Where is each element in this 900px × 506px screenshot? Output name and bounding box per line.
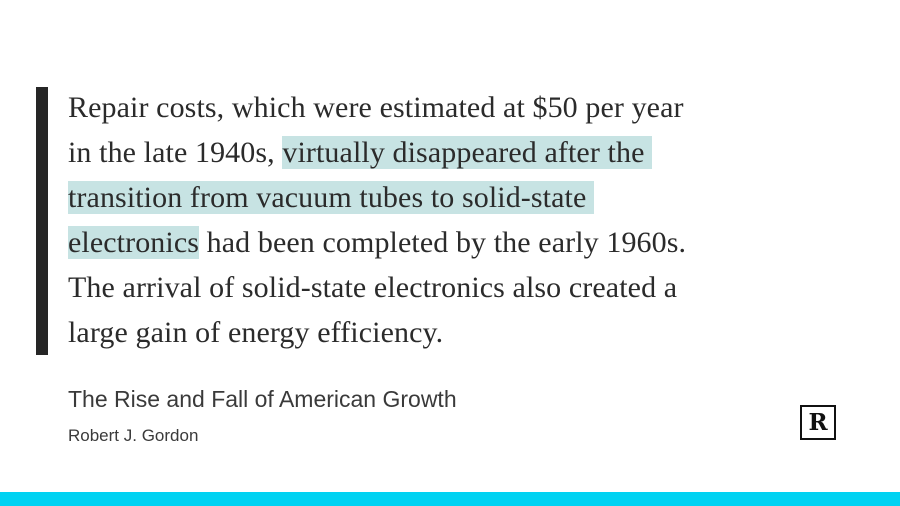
book-title: The Rise and Fall of American Growth	[68, 386, 457, 412]
quote-highlight-2: transition from vacuum tubes to solid-st…	[68, 181, 595, 214]
quote-highlight-3: electronics	[68, 226, 200, 259]
author-name: Robert J. Gordon	[68, 426, 199, 445]
quote-line-6: large gain of energy efficiency.	[68, 316, 444, 349]
brand-logo-icon: R	[800, 405, 836, 440]
logo-letter: R	[808, 409, 828, 436]
quote-line-4-plain: had been completed by the early 1960s.	[199, 226, 687, 259]
quote-line-5: The arrival of solid-state electronics a…	[68, 271, 678, 304]
quote-text: Repair costs, which were estimated at $5…	[68, 85, 858, 355]
quote-bar	[36, 87, 48, 355]
quote-line-2-plain: in the late 1940s,	[68, 136, 283, 169]
bottom-accent-bar	[0, 492, 900, 506]
quote-line-1: Repair costs, which were estimated at $5…	[68, 91, 684, 124]
quote-highlight-1: virtually disappeared after the	[282, 136, 653, 169]
